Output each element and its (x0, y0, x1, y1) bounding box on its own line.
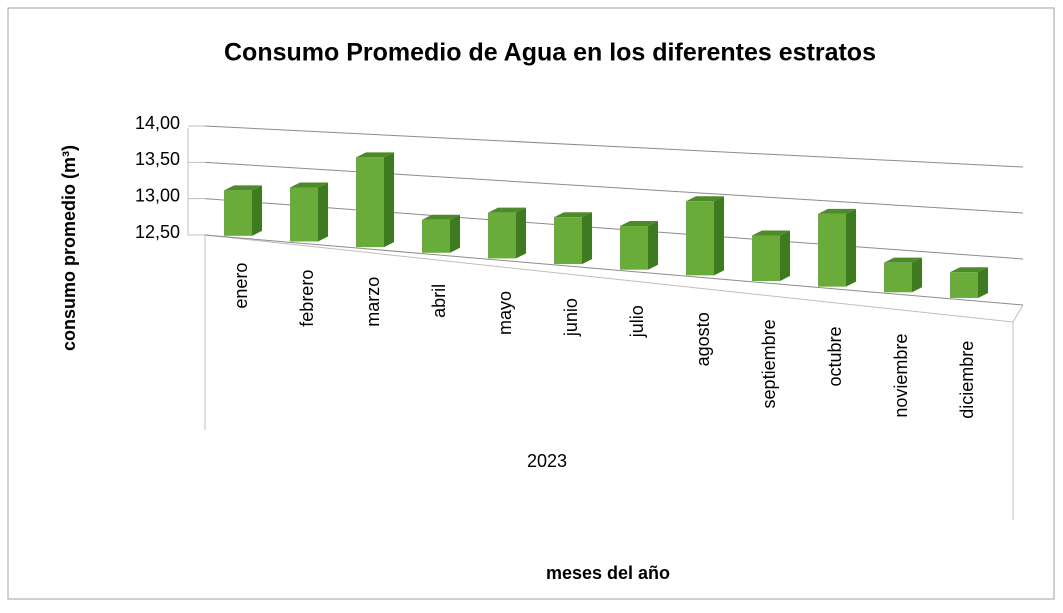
bar-top (356, 152, 394, 158)
bar (884, 257, 922, 293)
bar-side (318, 182, 328, 242)
chart-title: Consumo Promedio de Agua en los diferent… (224, 39, 876, 67)
x-tick-label: noviembre (891, 334, 911, 418)
y-tick-label: 13,00 (135, 185, 180, 205)
chart-border (7, 7, 1055, 600)
bar-front (950, 272, 978, 298)
x-tick-label: julio (627, 305, 647, 338)
bar (422, 214, 460, 253)
bar-side (780, 230, 790, 282)
bar (488, 207, 526, 259)
x-tick-label: abril (429, 284, 449, 318)
x-tick-label: junio (561, 298, 581, 337)
y-tick-label: 12,50 (135, 222, 180, 242)
x-tick-label: febrero (297, 270, 317, 327)
x-axis-label: meses del año (546, 563, 670, 583)
bar (818, 208, 856, 287)
bar-side (846, 208, 856, 287)
bar-top (422, 214, 460, 220)
bar-front (290, 187, 318, 242)
bar-front (422, 219, 450, 253)
bar-top (884, 257, 922, 263)
y-axis-label: consumo promedio (m³) (59, 145, 79, 351)
bar-side (978, 267, 988, 298)
bar-front (686, 201, 714, 276)
bar-side (252, 185, 262, 236)
bar-top (290, 182, 328, 188)
bar (620, 221, 658, 270)
grid-line (204, 198, 1024, 260)
grid-line (204, 125, 1024, 168)
x-tick-label: septiembre (759, 319, 779, 408)
bar-side (912, 257, 922, 293)
grid-line (204, 161, 1024, 214)
frame (187, 128, 1024, 520)
bar-top (686, 196, 724, 202)
x-tick-label: marzo (363, 277, 383, 327)
bar-top (752, 230, 790, 236)
bar-front (818, 213, 846, 287)
bar-front (620, 226, 648, 270)
bar (554, 212, 592, 265)
bar (752, 230, 790, 282)
x-tick-label: diciembre (957, 341, 977, 419)
bar-front (884, 262, 912, 293)
bar-top (488, 207, 526, 213)
bar-front (224, 190, 252, 236)
bar-top (224, 185, 262, 191)
bar-top (554, 212, 592, 218)
bar-front (752, 235, 780, 282)
bar (224, 185, 262, 236)
bar-front (488, 212, 516, 259)
bar-side (384, 152, 394, 248)
bar (356, 152, 394, 248)
bar-top (950, 267, 988, 273)
bar (290, 182, 328, 242)
bar-side (516, 207, 526, 259)
group-label: 2023 (527, 451, 567, 471)
bar (686, 196, 724, 276)
x-tick-label: enero (231, 263, 251, 309)
bar-front (554, 217, 582, 265)
bar-side (450, 214, 460, 253)
x-tick-label: mayo (495, 291, 515, 335)
y-tick-label: 13,50 (135, 149, 180, 169)
bar (950, 267, 988, 298)
bar-side (714, 196, 724, 276)
bar-front (356, 157, 384, 248)
grid-line (204, 234, 1024, 306)
x-tick-label: octubre (825, 327, 845, 387)
bar-side (648, 221, 658, 270)
bar-top (818, 208, 856, 214)
y-tick-label: 14,00 (135, 113, 180, 133)
bar-side (582, 212, 592, 265)
bar-top (620, 221, 658, 227)
x-tick-label: agosto (693, 312, 713, 366)
